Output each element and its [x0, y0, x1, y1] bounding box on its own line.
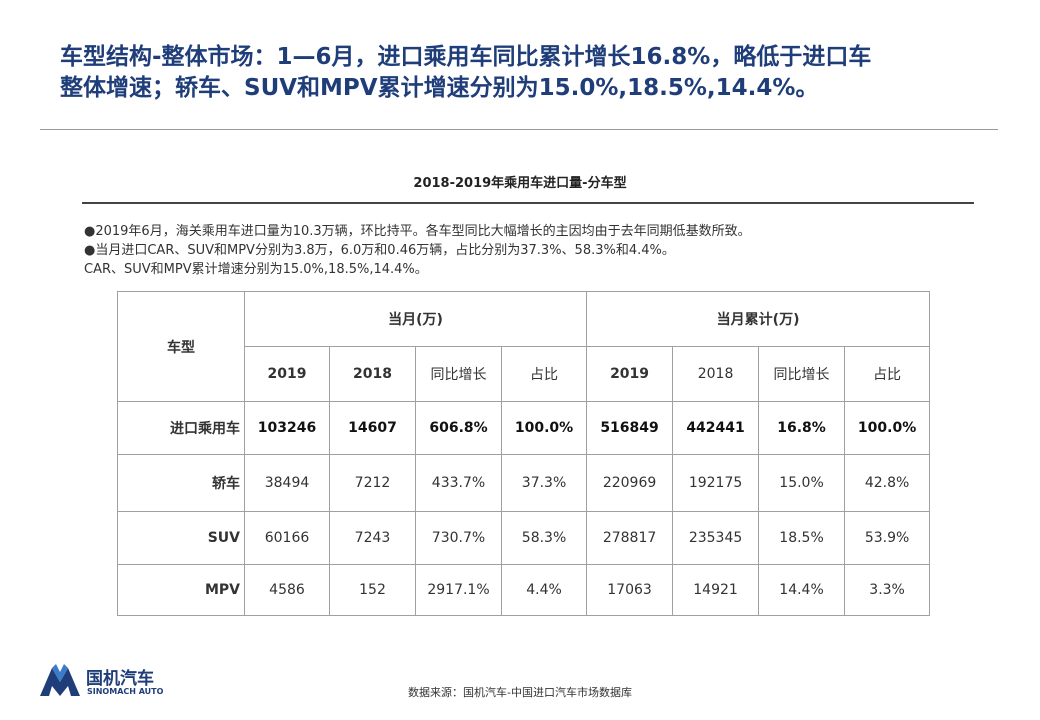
- bullet-note: CAR、SUV和MPV累计增速分别为15.0%,18.5%,14.4%。: [84, 262, 428, 277]
- chart-title-divider: [82, 202, 974, 204]
- row-label: MPV: [117, 564, 245, 616]
- table-cell: 220969: [586, 454, 674, 512]
- headline-line-2: 整体增速；轿车、SUV和MPV累计增速分别为15.0%,18.5%,14.4%。: [60, 75, 819, 101]
- table-cell: 38494: [244, 454, 330, 512]
- logo-name: 国机汽车: [86, 669, 154, 689]
- column-header: 同比增长: [758, 346, 846, 402]
- table-row: SUV 60166 7243 730.7% 58.3% 278817 23534…: [117, 511, 931, 565]
- column-header: 2019: [586, 346, 674, 402]
- table-row: 进口乘用车 103246 14607 606.8% 100.0% 516849 …: [117, 401, 931, 455]
- column-group-monthly: 当月(万): [243, 291, 588, 347]
- table-cell: 60166: [244, 511, 330, 565]
- table-cell: 16.8%: [758, 401, 846, 455]
- table-cell: 17063: [586, 564, 674, 616]
- column-header: 占比: [844, 346, 931, 402]
- table-cell: 442441: [672, 401, 760, 455]
- column-header: 2018: [672, 346, 760, 402]
- table-cell: 37.3%: [500, 454, 588, 512]
- data-source: 数据来源：国机汽车-中国进口汽车市场数据库: [408, 686, 632, 699]
- sinomach-logo-icon: [40, 664, 80, 696]
- table-cell: 2917.1%: [415, 564, 502, 616]
- table-cell: 18.5%: [758, 511, 846, 565]
- table-row: 轿车 38494 7212 433.7% 37.3% 220969 192175…: [117, 454, 931, 512]
- table-header-row: 车型 当月(万) 当月累计(万): [117, 291, 931, 402]
- column-header: 占比: [500, 346, 588, 402]
- table-cell: 14.4%: [758, 564, 846, 616]
- headline: 车型结构-整体市场：1—6月，进口乘用车同比累计增长16.8%，略低于进口车 整…: [60, 42, 1010, 104]
- column-group-cumulative: 当月累计(万): [586, 291, 931, 347]
- table-cell: 516849: [586, 401, 674, 455]
- row-label: SUV: [117, 511, 245, 565]
- bullet-note: ●2019年6月，海关乘用车进口量为10.3万辆，环比持平。各车型同比大幅增长的…: [84, 224, 751, 239]
- table-subheader-row: 2019 2018 同比增长 占比 2019 2018 同比增长 占比: [118, 346, 931, 402]
- headline-line-1: 车型结构-整体市场：1—6月，进口乘用车同比累计增长16.8%，略低于进口车: [60, 44, 872, 70]
- table-cell: 3.3%: [844, 564, 931, 616]
- column-header-type: 车型: [117, 291, 245, 402]
- table-cell: 53.9%: [844, 511, 931, 565]
- table-cell: 730.7%: [415, 511, 502, 565]
- table-cell: 100.0%: [500, 401, 588, 455]
- sinomach-logo: 国机汽车 SINOMACH AUTO: [38, 662, 163, 702]
- table-cell: 192175: [672, 454, 760, 512]
- row-label: 进口乘用车: [117, 401, 245, 455]
- table-cell: 15.0%: [758, 454, 846, 512]
- chart-title: 2018-2019年乘用车进口量-分车型: [413, 176, 627, 191]
- table-cell: 7212: [329, 454, 416, 512]
- table-cell: 7243: [329, 511, 416, 565]
- table-cell: 4.4%: [500, 564, 588, 616]
- table-cell: 14607: [329, 401, 416, 455]
- bullet-note: ●当月进口CAR、SUV和MPV分别为3.8万，6.0万和0.46万辆，占比分别…: [84, 243, 675, 258]
- table-cell: 235345: [672, 511, 760, 565]
- column-header: 同比增长: [415, 346, 502, 402]
- table-row: MPV 4586 152 2917.1% 4.4% 17063 14921 14…: [117, 564, 931, 616]
- import-volume-table: 车型 当月(万) 当月累计(万) 2019 2018 同比增长 占比 2019 …: [117, 291, 931, 616]
- table-cell: 14921: [672, 564, 760, 616]
- table-cell: 42.8%: [844, 454, 931, 512]
- table-cell: 4586: [244, 564, 330, 616]
- column-header: 2018: [329, 346, 416, 402]
- table-cell: 100.0%: [844, 401, 931, 455]
- table-cell: 152: [329, 564, 416, 616]
- table-cell: 606.8%: [415, 401, 502, 455]
- bullet-notes: ●2019年6月，海关乘用车进口量为10.3万辆，环比持平。各车型同比大幅增长的…: [84, 222, 751, 279]
- table-cell: 433.7%: [415, 454, 502, 512]
- row-label: 轿车: [117, 454, 245, 512]
- logo-subtitle: SINOMACH AUTO: [87, 687, 164, 696]
- table-cell: 278817: [586, 511, 674, 565]
- headline-divider: [40, 129, 998, 130]
- table-cell: 58.3%: [500, 511, 588, 565]
- column-header: 2019: [244, 346, 330, 402]
- table-cell: 103246: [244, 401, 330, 455]
